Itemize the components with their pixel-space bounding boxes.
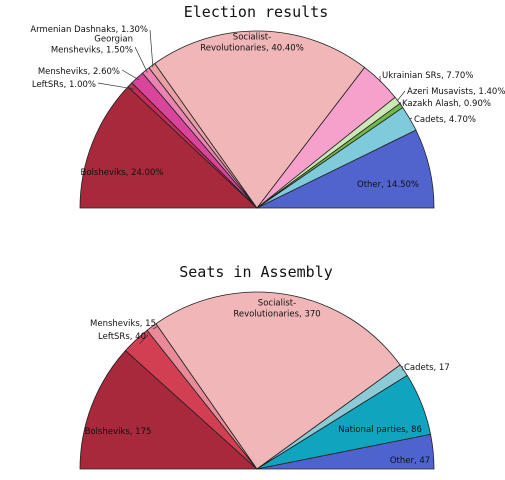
leader-line-cadets <box>409 117 413 119</box>
data-label-left-srs: LeftSRs, 40 <box>98 332 146 342</box>
data-label-cadets: Cadets, 17 <box>404 363 450 373</box>
data-label-national-parties: National parties, 86 <box>338 425 422 435</box>
slice-bolsheviks <box>79 349 259 470</box>
chart-title-seats-in-assembly: Seats in Assembly <box>179 263 333 281</box>
data-label-ukrainian-srs: Ukrainian SRs, 7.70% <box>382 71 473 81</box>
data-label-other: Other, 47 <box>390 456 430 466</box>
data-label-socialist-revolutionaries: Socialist-Revolutionaries, 370 <box>233 299 320 320</box>
data-label-bolsheviks: Bolsheviks, 175 <box>85 427 152 437</box>
chart-title-election-results: Election results <box>184 3 329 21</box>
leader-line-mensheviks <box>121 69 140 81</box>
slice-socialist-revolutionaries <box>154 30 366 209</box>
data-label-mensheviks: Mensheviks, 15 <box>90 319 156 329</box>
leader-line-left-srs <box>97 82 135 90</box>
data-label-kazakh-alash: Kazakh Alash, 0.90% <box>402 99 491 109</box>
data-label-azeri-musavists: Azeri Musavists, 1.40% <box>407 87 505 97</box>
data-label-bolsheviks: Bolsheviks, 24.00% <box>81 168 164 178</box>
leader-line-left-srs <box>139 334 149 345</box>
data-label-georgian-mensheviks: Georgian Mensheviks, 1.50% <box>51 35 133 56</box>
leader-line-azeri-musavists <box>397 90 406 101</box>
election-results-half-pie: Bolsheviks, 24.00% LeftSRs, 1.00% Menshevi… <box>30 25 505 209</box>
data-label-other: Other, 14.50% <box>357 180 419 190</box>
slice-socialist-revolutionaries <box>155 291 401 470</box>
leader-line-mensheviks <box>152 325 159 330</box>
data-label-socialist-revolutionaries: Socialist-Revolutionaries, 40.40% <box>200 33 304 54</box>
leader-line-georgian-mensheviks <box>134 46 148 73</box>
slice-other <box>256 129 435 209</box>
slice-bolsheviks <box>79 86 259 209</box>
leader-line-armenian-dashnaks <box>149 29 154 68</box>
leader-line-cadets <box>401 365 404 371</box>
leader-line-kazakh-alash <box>399 101 402 106</box>
data-label-cadets: Cadets, 4.70% <box>414 115 476 125</box>
data-label-mensheviks: Mensheviks, 2.60% <box>38 67 120 77</box>
data-label-armenian-dashnaks: Armenian Dashnaks, 1.30% <box>30 25 148 35</box>
slice-other <box>256 433 435 470</box>
seats-in-assembly-half-pie: Bolsheviks, 175 LeftSRs, 40 Mensheviks, 15… <box>79 291 450 470</box>
data-label-left-srs: LeftSRs, 1.00% <box>32 80 96 90</box>
